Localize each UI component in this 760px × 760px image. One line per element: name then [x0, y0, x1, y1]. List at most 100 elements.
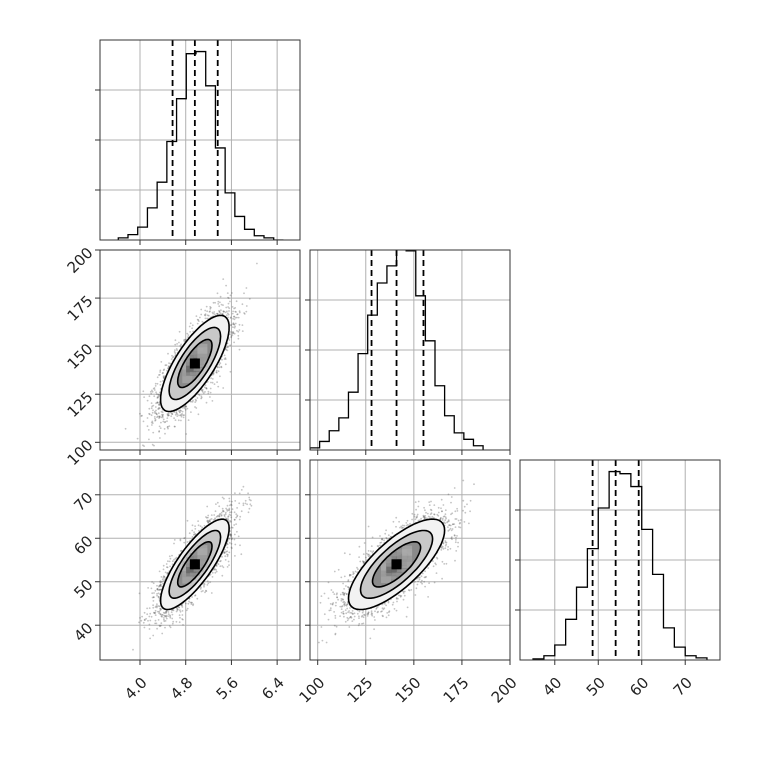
scatter-point: [228, 542, 231, 544]
scatter-point: [226, 346, 229, 349]
scatter-point: [158, 417, 161, 419]
scatter-point: [158, 430, 161, 432]
scatter-point: [158, 610, 161, 613]
scatter-point: [174, 339, 177, 342]
scatter-point: [158, 612, 161, 615]
scatter-point: [151, 389, 153, 392]
scatter-point: [142, 444, 144, 447]
scatter-point: [206, 314, 209, 317]
scatter-point: [218, 363, 221, 366]
scatter-point: [156, 376, 159, 379]
scatter-point: [151, 420, 154, 423]
scatter-point: [156, 401, 159, 404]
scatter-point: [156, 413, 158, 416]
scatter-point: [224, 511, 227, 514]
scatter-point: [237, 337, 240, 340]
scatter-point: [222, 387, 225, 389]
scatter-point: [161, 372, 164, 375]
scatter-point: [163, 428, 166, 430]
scatter-point: [219, 362, 222, 365]
scatter-point: [148, 395, 151, 398]
scatter-point: [156, 401, 159, 404]
scatter-point: [162, 375, 165, 378]
scatter-point: [162, 376, 165, 379]
scatter-point: [212, 372, 215, 375]
scatter-point: [205, 401, 208, 404]
scatter-point: [226, 566, 229, 568]
scatter-point: [233, 518, 236, 521]
scatter-point: [220, 514, 223, 517]
scatter-point: [167, 615, 170, 617]
scatter-point: [194, 533, 197, 535]
scatter-point: [176, 415, 179, 417]
scatter-point: [196, 397, 199, 399]
scatter-point: [160, 410, 163, 413]
scatter-point: [206, 310, 209, 313]
scatter-point: [186, 332, 189, 335]
scatter-point: [223, 354, 226, 357]
scatter-point: [157, 396, 159, 399]
scatter-point: [162, 420, 165, 423]
scatter-point: [139, 412, 141, 415]
scatter-point: [182, 414, 184, 416]
histogram-step: [310, 250, 484, 450]
scatter-point: [164, 432, 166, 435]
scatter-point: [151, 405, 154, 408]
scatter-point: [168, 362, 170, 364]
scatter-point: [180, 604, 183, 606]
scatter-point: [185, 433, 188, 435]
scatter-point: [158, 373, 161, 376]
scatter-point: [185, 405, 187, 408]
scatter-point: [225, 348, 228, 351]
scatter-point: [210, 514, 213, 516]
scatter-point: [168, 365, 170, 367]
scatter-point: [232, 323, 234, 325]
scatter-point: [148, 607, 151, 609]
scatter-point: [158, 374, 160, 376]
scatter-point: [165, 614, 168, 617]
scatter-point: [160, 361, 163, 363]
scatter-point: [237, 316, 240, 319]
scatter-point: [234, 555, 236, 557]
scatter-point: [229, 294, 232, 297]
scatter-point: [234, 316, 237, 319]
scatter-point: [210, 306, 212, 309]
scatter-point: [185, 405, 188, 408]
scatter-point: [197, 524, 200, 527]
scatter-point: [216, 366, 219, 368]
scatter-point: [158, 430, 161, 433]
scatter-point: [215, 565, 218, 567]
scatter-point: [245, 287, 248, 289]
scatter-point: [217, 313, 219, 315]
scatter-point: [232, 322, 235, 325]
scatter-point: [155, 409, 157, 412]
scatter-point: [215, 371, 218, 374]
scatter-point: [151, 581, 154, 583]
scatter-point: [237, 330, 240, 333]
scatter-point: [187, 419, 190, 421]
scatter-point: [176, 607, 178, 609]
scatter-point: [177, 608, 179, 611]
scatter-point: [224, 358, 227, 360]
scatter-point: [209, 518, 212, 521]
scatter-point: [212, 301, 215, 304]
scatter-point: [212, 312, 215, 315]
scatter-point: [171, 413, 174, 415]
scatter-point: [155, 413, 158, 415]
scatter-point: [224, 311, 227, 314]
scatter-point: [256, 262, 258, 265]
scatter-point: [227, 316, 230, 319]
scatter-point: [201, 389, 204, 391]
scatter-point: [235, 311, 237, 313]
panel-frame: [99, 39, 301, 241]
scatter-point: [229, 333, 231, 336]
scatter-point: [233, 323, 235, 325]
scatter-point: [185, 338, 187, 341]
scatter-point: [192, 330, 195, 333]
scatter-point: [226, 349, 229, 352]
scatter-point: [233, 315, 236, 318]
scatter-point: [207, 516, 209, 519]
scatter-point: [159, 581, 162, 583]
scatter-point: [164, 421, 167, 423]
scatter-point: [221, 358, 223, 361]
